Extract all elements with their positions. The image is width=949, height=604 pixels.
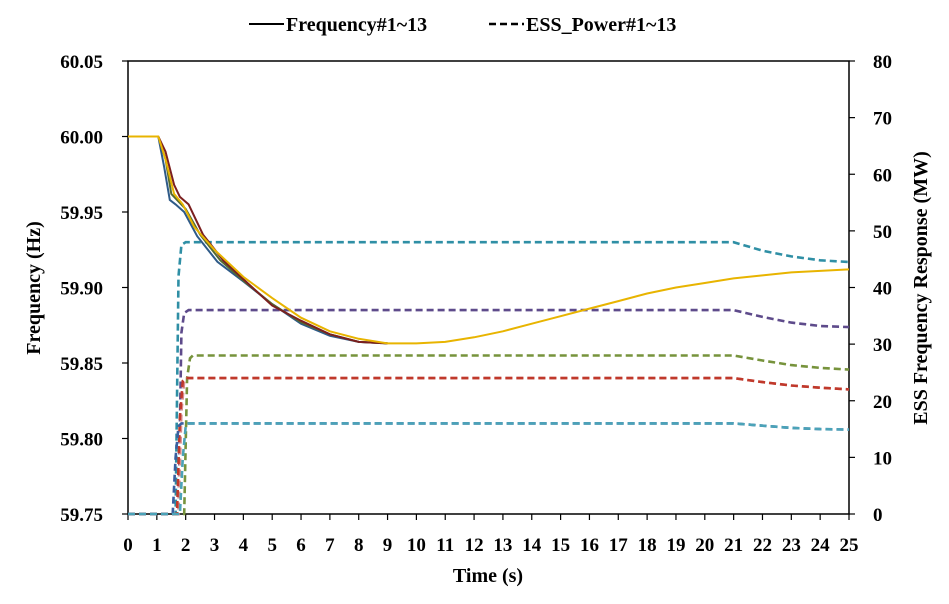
x-tick-label: 14 [522,535,542,556]
x-tick-label: 11 [436,535,454,556]
x-axis-title: Time (s) [453,565,523,587]
frequency-line [157,136,388,345]
y-left-tick-label: 59.85 [60,354,103,375]
frequency-line [157,136,388,345]
y-right-tick-label: 0 [873,505,883,526]
y-left-tick-label: 60.00 [60,128,103,149]
axis-ticks [122,60,855,520]
y-right-tick-label: 30 [873,335,892,356]
y-right-tick-label: 20 [873,392,892,413]
y-right-tick-labels: 0 10 20 30 40 50 60 70 80 [873,52,892,526]
x-tick-label: 4 [239,535,249,556]
y-left-tick-label: 59.95 [60,203,103,224]
x-tick-label: 3 [210,535,220,556]
x-tick-label: 25 [840,535,859,556]
x-tick-label: 24 [811,535,831,556]
x-tick-label: 8 [354,535,364,556]
x-tick-label: 1 [152,535,162,556]
y-right-tick-label: 40 [873,279,892,300]
ess-power-line [128,354,850,516]
y-right-tick-label: 60 [873,165,892,186]
ess-power-series [128,240,850,516]
y-right-tick-label: 80 [873,52,892,73]
y-right-tick-label: 10 [873,448,892,469]
y-left-tick-label: 60.05 [60,52,103,73]
x-tick-label: 12 [465,535,484,556]
y-left-tick-label: 59.80 [60,430,103,451]
x-tick-label: 17 [609,535,629,556]
x-tick-label: 20 [695,535,714,556]
x-tick-label: 16 [580,535,599,556]
x-tick-label: 9 [383,535,393,556]
y-right-axis-title: ESS Frequency Response (MW) [910,151,932,425]
legend-label-ess-power: ESS_Power#1~13 [526,14,676,36]
ess-power-line [128,376,850,516]
x-tick-label: 2 [181,535,191,556]
plot-area [127,60,850,515]
ess-power-line [128,376,850,516]
legend-label-frequency: Frequency#1~13 [286,14,427,36]
frequency-line [128,135,850,345]
ess-power-line [128,422,850,516]
ess-power-line [128,240,850,516]
x-tick-label: 5 [267,535,277,556]
x-tick-label: 19 [666,535,685,556]
y-left-tick-labels: 59.75 59.80 59.85 59.90 59.95 60.00 60.05 [60,52,103,526]
y-left-tick-label: 59.75 [60,505,103,526]
ess-power-line [128,308,850,516]
x-tick-labels: 0 1 2 3 4 5 6 7 8 9 10 11 12 13 14 15 16 17 18 19 20 21 22 23 24… [123,535,858,556]
x-tick-label: 10 [407,535,426,556]
y-left-axis-title: Frequency (Hz) [23,221,45,355]
x-tick-label: 22 [753,535,772,556]
legend: Frequency#1~13 ESS_Power#1~13 [249,14,676,36]
x-tick-label: 21 [724,535,743,556]
y-right-tick-label: 70 [873,109,892,130]
x-tick-label: 6 [296,535,306,556]
x-tick-label: 18 [638,535,657,556]
frequency-series [128,135,850,345]
x-tick-label: 7 [325,535,335,556]
x-tick-label: 13 [493,535,512,556]
x-tick-label: 23 [782,535,801,556]
frequency-line [157,136,388,345]
x-tick-label: 0 [123,535,133,556]
y-left-tick-label: 59.90 [60,279,103,300]
x-tick-label: 15 [551,535,570,556]
ess-power-line [128,422,850,516]
y-right-tick-label: 50 [873,222,892,243]
